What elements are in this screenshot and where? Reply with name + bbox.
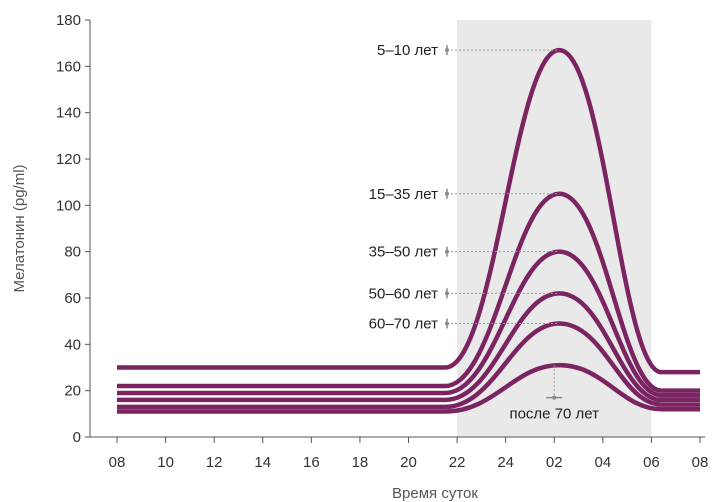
x-tick-label: 08 — [692, 454, 709, 471]
label-marker-dot — [445, 291, 449, 296]
series-label: после 70 лет — [509, 406, 599, 423]
y-tick-label: 20 — [64, 383, 81, 400]
y-axis: 0 20 40 60 80 100 120 140 160 180 — [56, 12, 91, 446]
x-tick-label: 12 — [206, 454, 223, 471]
x-tick-label: 16 — [303, 454, 320, 471]
x-tick-label: 06 — [643, 454, 660, 471]
x-tick-label: 02 — [546, 454, 563, 471]
y-tick-label: 40 — [64, 336, 81, 353]
x-axis-title: Время суток — [392, 485, 478, 502]
series-label: 60–70 лет — [369, 315, 438, 332]
label-marker-dot — [445, 321, 449, 326]
series-label: 35–50 лет — [369, 244, 438, 261]
y-tick-label: 100 — [56, 197, 81, 214]
series-line — [117, 362, 700, 414]
series-label: 50–60 лет — [369, 285, 438, 302]
x-tick-label: 04 — [594, 454, 611, 471]
x-tick-label: 10 — [157, 454, 174, 471]
series-labels: 5–10 лет 15–35 лет 35–50 лет 50–60 лет 60–70… — [369, 42, 600, 423]
y-tick-label: 180 — [56, 12, 81, 29]
x-tick-label: 14 — [254, 454, 271, 471]
x-tick-label: 24 — [497, 454, 514, 471]
y-axis-title: Мелатонин (pg/ml) — [11, 164, 28, 292]
x-tick-label: 22 — [449, 454, 466, 471]
label-marker-dot — [445, 48, 449, 53]
y-tick-label: 160 — [56, 58, 81, 75]
y-tick-label: 0 — [73, 429, 81, 446]
y-tick-label: 60 — [64, 290, 81, 307]
y-tick-label: 140 — [56, 105, 81, 122]
y-tick-label: 120 — [56, 151, 81, 168]
series-label: 15–35 лет — [369, 186, 438, 203]
x-tick-label: 18 — [352, 454, 369, 471]
label-marker-dot — [445, 191, 449, 196]
series-label: 5–10 лет — [377, 42, 438, 59]
x-axis: 08 10 12 14 16 18 20 22 24 02 04 06 08 — [90, 436, 709, 471]
x-tick-label: 20 — [400, 454, 417, 471]
x-tick-label: 08 — [109, 454, 126, 471]
y-tick-label: 80 — [64, 244, 81, 261]
label-marker-dot — [445, 249, 449, 254]
